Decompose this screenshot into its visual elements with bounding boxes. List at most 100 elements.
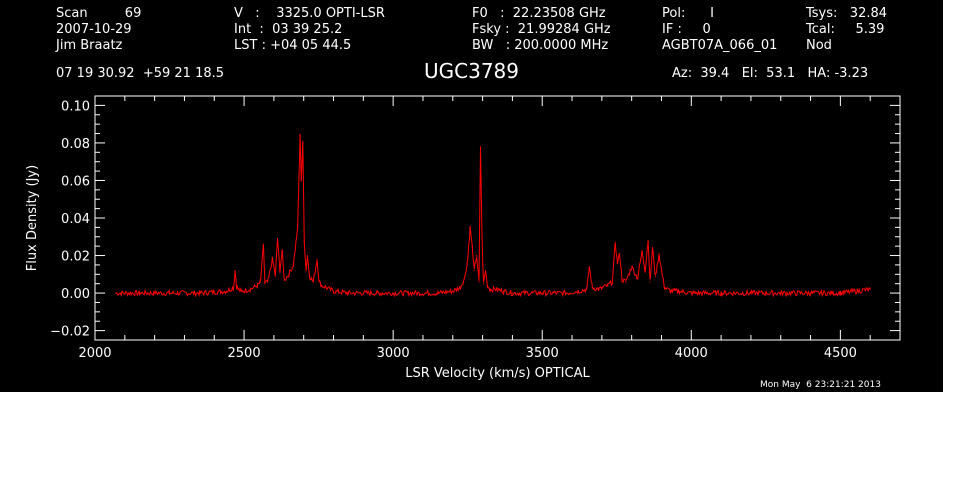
- spectrum-point: [276, 238, 279, 240]
- y-tick-label: 0.06: [61, 174, 90, 189]
- spectrum-point: [312, 281, 314, 283]
- spectrum-point: [325, 286, 327, 289]
- spectrum-point: [264, 283, 266, 285]
- spectrum-point: [437, 292, 439, 294]
- spectrum-point: [588, 266, 590, 268]
- spectrum-point: [658, 253, 660, 255]
- coordinates-label: 07 19 30.92 +59 21 18.5: [56, 66, 225, 81]
- spectrum-point: [168, 292, 171, 294]
- spectrum-point: [637, 277, 639, 279]
- spectrum-point: [780, 292, 782, 294]
- axis-labels: 2000 2500 3000 3500 4000 4500 −0.02 0.00 0.02 0.0…: [25, 99, 857, 381]
- spectrum-point: [309, 275, 311, 277]
- spectrum-point: [299, 134, 301, 137]
- if-label: IF : 0: [662, 22, 711, 37]
- spectrum-point: [459, 286, 461, 289]
- spectrum-point: [469, 226, 471, 228]
- spectrum-point: [473, 269, 475, 272]
- x-tick-label: 3500: [526, 346, 559, 361]
- spectrum-point: [481, 236, 483, 238]
- spectrum-point: [541, 292, 543, 294]
- spectrum-point: [464, 277, 466, 279]
- spectrum-point: [283, 279, 285, 281]
- spectrum-point: [300, 179, 302, 182]
- spectrum-point: [234, 269, 236, 272]
- spectrum-point: [306, 254, 308, 257]
- spectrum-point: [586, 288, 588, 290]
- x-tick-label: 2000: [78, 346, 111, 361]
- x-tick-label: 2500: [228, 346, 261, 361]
- spectrum-point: [271, 258, 273, 260]
- y-axis-label: Flux Density (Jy): [25, 165, 40, 271]
- bandwidth-label: BW : 200.0000 MHz: [472, 38, 609, 53]
- spectrum-point: [621, 279, 623, 281]
- tsys-label: Tsys: 32.84: [806, 6, 888, 21]
- lst-label: LST : +04 05 44.5: [234, 38, 352, 53]
- spectrum-point: [839, 292, 841, 294]
- spectrum-plot: 2000 2500 3000 3500 4000 4500 −0.02 0.00 0.02 0.0…: [25, 95, 901, 381]
- spectrum-point: [616, 262, 618, 264]
- spectrum-point: [377, 292, 379, 294]
- tcal-label: Tcal: 5.39: [806, 22, 885, 37]
- spectrum-point: [720, 292, 722, 294]
- y-tick-label: 0.02: [61, 250, 90, 265]
- spectrum-point: [240, 290, 242, 292]
- plot-axes: [94, 95, 901, 341]
- spectrum-point: [233, 286, 235, 289]
- sky-frequency-label: Fsky : 21.99284 GHz: [472, 22, 611, 37]
- spectrum-point: [259, 281, 262, 283]
- y-tick-label: 0.00: [61, 287, 90, 302]
- velocity-label: V : 3325.0 OPTI-LSR: [234, 6, 385, 21]
- spectrum-point: [484, 269, 487, 272]
- spectrum-point: [651, 247, 654, 249]
- spectrum-point: [139, 292, 141, 294]
- spectrum-point: [750, 292, 752, 294]
- y-tick-label: −0.02: [50, 325, 90, 340]
- spectrum-point: [476, 254, 478, 257]
- date-label: 2007-10-29: [56, 22, 132, 37]
- spectrum-point: [678, 290, 680, 292]
- spectrum-point: [297, 226, 299, 228]
- spectrum-point: [281, 251, 283, 253]
- spectrum-line: [115, 133, 871, 298]
- spectrum-point: [452, 290, 454, 292]
- spectrum-point: [649, 281, 651, 283]
- polarization-label: Pol: I: [662, 6, 714, 21]
- spectrum-point: [478, 281, 480, 283]
- spectrum-point: [641, 251, 643, 253]
- plot-frame: [94, 95, 901, 341]
- y-tick-label: 0.10: [61, 99, 90, 114]
- spectrum-point: [249, 288, 251, 290]
- x-axis-label: LSR Velocity (km/s) OPTICAL: [405, 366, 590, 381]
- spectrum-point: [256, 284, 259, 287]
- spectrum-point: [305, 269, 307, 272]
- spectrum-point: [347, 292, 350, 294]
- spectrum-point: [660, 269, 663, 272]
- x-tick-label: 3000: [377, 346, 410, 361]
- spectrum-point: [591, 286, 593, 289]
- spectrum-point: [302, 142, 304, 144]
- project-label: AGBT07A_066_01: [662, 38, 778, 53]
- spectrum-point: [471, 245, 473, 247]
- spectrum-point: [318, 281, 320, 283]
- procedure-label: Nod: [806, 38, 832, 53]
- spectrum-point: [267, 281, 269, 283]
- spectrum-point: [669, 290, 672, 292]
- spectrum-point: [495, 288, 497, 290]
- spectrum-point: [614, 241, 616, 243]
- y-tick-label: 0.04: [61, 212, 90, 227]
- spectrum-point: [654, 275, 657, 277]
- spectrum-point: [486, 284, 488, 287]
- spectrum-point: [489, 288, 491, 290]
- spectrum-point: [479, 146, 482, 148]
- spectrum-point: [631, 266, 633, 268]
- spectrum-point: [511, 292, 514, 294]
- spectrum-point: [577, 290, 579, 292]
- x-tick-label: 4500: [824, 346, 857, 361]
- spectrum-point: [237, 288, 239, 290]
- spectrum-point: [619, 253, 621, 255]
- spectrum-point: [332, 290, 335, 292]
- spectrum-point: [647, 239, 649, 242]
- observer-label: Jim Braatz: [56, 38, 123, 53]
- spectrum-point: [262, 243, 265, 245]
